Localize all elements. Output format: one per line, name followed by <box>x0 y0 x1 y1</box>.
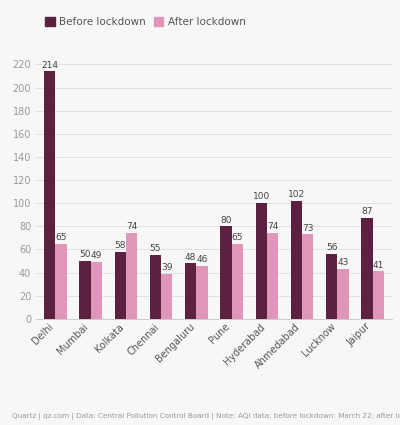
Bar <box>55 244 67 319</box>
Bar <box>126 233 137 319</box>
Text: 49: 49 <box>90 251 102 261</box>
Bar <box>161 274 172 319</box>
Bar <box>220 226 232 319</box>
Text: 100: 100 <box>253 193 270 201</box>
Text: Quartz | qz.com | Data: Central Pollution Control Board | Note: AQI data; before: Quartz | qz.com | Data: Central Pollutio… <box>12 413 400 420</box>
Text: 58: 58 <box>114 241 126 250</box>
Bar <box>232 244 243 319</box>
Text: 102: 102 <box>288 190 305 199</box>
Bar <box>185 263 196 319</box>
Bar <box>196 266 208 319</box>
Bar <box>44 71 55 319</box>
Bar <box>326 254 337 319</box>
Bar <box>361 218 373 319</box>
Text: 46: 46 <box>196 255 208 264</box>
Bar <box>302 234 313 319</box>
Text: 48: 48 <box>185 252 196 261</box>
Text: 50: 50 <box>79 250 91 259</box>
Text: 73: 73 <box>302 224 314 232</box>
Text: 80: 80 <box>220 215 232 224</box>
Bar <box>91 262 102 319</box>
Text: 41: 41 <box>372 261 384 269</box>
Bar <box>150 255 161 319</box>
Bar <box>291 201 302 319</box>
Text: 87: 87 <box>361 207 373 216</box>
Text: 65: 65 <box>232 233 243 242</box>
Text: 65: 65 <box>55 233 67 242</box>
Text: 39: 39 <box>161 263 172 272</box>
Text: 214: 214 <box>41 61 58 70</box>
Text: 56: 56 <box>326 243 338 252</box>
Bar <box>337 269 349 319</box>
Text: 74: 74 <box>126 223 137 232</box>
Bar <box>115 252 126 319</box>
Bar <box>373 272 384 319</box>
Legend: Before lockdown, After lockdown: Before lockdown, After lockdown <box>41 13 250 31</box>
Bar <box>79 261 91 319</box>
Bar <box>256 203 267 319</box>
Text: 43: 43 <box>337 258 349 267</box>
Text: 55: 55 <box>150 244 161 253</box>
Bar <box>267 233 278 319</box>
Text: 74: 74 <box>267 223 278 232</box>
